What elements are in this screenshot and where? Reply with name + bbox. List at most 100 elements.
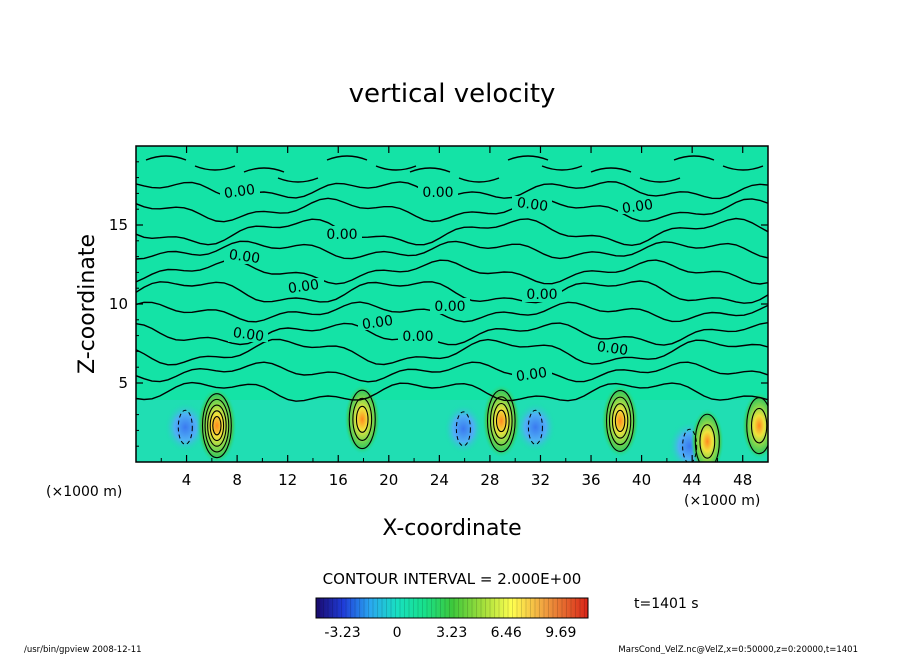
contour-label: 0.00	[526, 287, 557, 303]
updraft-contour	[611, 403, 629, 439]
contour-label: 0.00	[422, 185, 453, 201]
contour-label-bg	[512, 196, 552, 212]
y-axis-ticks: 5 10 15	[109, 161, 768, 447]
x-tick-label: 4	[182, 471, 192, 489]
contour-label: 0.00	[621, 197, 654, 217]
footer-left: /usr/bin/gpview 2008-12-11	[24, 645, 142, 654]
x-tick-label: 48	[733, 471, 752, 489]
zero-contour-line	[590, 167, 632, 173]
downdraft-cell	[163, 401, 207, 454]
colorbar-tick-label: -3.23	[324, 625, 360, 641]
contour-label-bg	[430, 298, 470, 314]
updraft-contour	[694, 413, 720, 462]
downdraft-cell	[443, 402, 484, 455]
zero-contour-line	[507, 155, 549, 161]
zero-contour-line	[136, 197, 768, 223]
x-tick-label: 12	[278, 471, 297, 489]
updraft-contour	[209, 410, 225, 442]
zero-contour-line	[136, 338, 768, 366]
updraft-contour	[492, 402, 510, 439]
contour-label-bg	[322, 226, 362, 242]
colorbar-tick-label: 6.46	[491, 625, 522, 641]
y-tick-label: 10	[109, 295, 128, 313]
zero-contour-line	[722, 165, 764, 171]
plot-area: 0.00 0.00 0.00 0.00 0.00 0.00 0.00 0.00 0.00 0.00…	[109, 145, 769, 489]
contour-label: 0.00	[223, 182, 256, 202]
contour-label-bg	[418, 184, 458, 200]
updraft-cell	[197, 387, 237, 462]
colorbar-tick-label: 9.69	[545, 625, 576, 641]
downdraft-contour	[455, 411, 471, 447]
updraft-contour	[750, 407, 768, 444]
zero-contour-line	[458, 177, 500, 183]
zero-contour-line	[136, 381, 768, 402]
updraft-contour	[608, 396, 632, 446]
contour-label: 0.00	[287, 277, 320, 297]
zero-contour-line	[639, 177, 681, 183]
contour-label: 0.00	[326, 227, 357, 243]
colorbar-stripes	[318, 598, 585, 618]
zero-contour-line	[136, 322, 768, 346]
x-tick-label: 40	[632, 471, 651, 489]
contour-label-bg	[512, 366, 552, 382]
updraft-contour	[207, 404, 227, 447]
x-tick-label: 24	[430, 471, 449, 489]
updraft-cell	[482, 383, 521, 458]
updraft-contour	[201, 393, 232, 459]
contour-label: 0.00	[434, 299, 465, 315]
updraft-contour	[489, 396, 513, 446]
contour-label: 0.00	[361, 313, 394, 333]
zero-contour-line	[277, 177, 319, 183]
colorbar: -3.23 0 3.23 6.46 9.69	[315, 597, 589, 641]
zero-contour-line	[136, 301, 768, 323]
x-tick-label: 36	[581, 471, 600, 489]
x-tick-label: 44	[683, 471, 702, 489]
colorbar-gradient	[316, 598, 588, 618]
x-tick-label: 16	[329, 471, 348, 489]
zero-contour-line	[326, 155, 368, 161]
footer-right: MarsCond_VelZ.nc@VelZ,x=0:50000,z=0:2000…	[618, 645, 858, 654]
colorbar-tick-label: 3.23	[436, 625, 467, 641]
contour-label-bg	[358, 314, 398, 330]
zero-contour-line	[541, 165, 583, 171]
updraft-contour	[699, 424, 716, 459]
zero-contour-line	[243, 167, 285, 173]
contour-label: 0.00	[596, 339, 629, 359]
colorbar-tick-label: 0	[393, 625, 402, 641]
contour-label: 0.00	[516, 195, 549, 215]
updraft-contour	[495, 409, 507, 433]
contour-label-bg	[398, 328, 438, 344]
contour-lines	[136, 155, 768, 462]
zero-contour-line	[409, 167, 451, 173]
contour-label-bg	[284, 278, 324, 294]
updraft-contour	[204, 398, 230, 453]
updraft-contour	[352, 397, 373, 441]
contour-label: 0.00	[515, 365, 548, 385]
x-units-right: (×1000 m)	[684, 493, 760, 509]
zero-contour-line	[375, 165, 417, 171]
updraft-contour	[486, 389, 516, 453]
contour-interval: CONTOUR INTERVAL = 2.000E+00	[323, 570, 582, 588]
x-tick-label: 8	[232, 471, 242, 489]
contour-label-bg	[228, 326, 268, 342]
zero-contour-line	[136, 280, 768, 304]
x-axis-ticks: 4 8 12 16 20 24 28 32 36 40 44 48	[160, 146, 752, 489]
colorbar-ticks: -3.23 0 3.23 6.46 9.69	[324, 625, 576, 641]
contour-label-bg	[592, 340, 632, 356]
updraft-contour	[348, 389, 376, 450]
zero-contour-line	[136, 217, 768, 247]
downdraft-cell	[514, 401, 557, 454]
x-axis-label: X-coordinate	[382, 516, 521, 541]
downdraft-contour	[527, 409, 543, 445]
time-label: t=1401 s	[634, 596, 699, 612]
zero-contour-line	[145, 155, 187, 161]
contour-label: 0.00	[228, 247, 261, 267]
updraft-contour	[212, 415, 222, 436]
updraft-contour	[605, 389, 635, 452]
contour-label-bg	[220, 183, 260, 199]
downdraft-contour	[177, 409, 193, 445]
contour-labels: 0.00 0.00 0.00 0.00 0.00 0.00 0.00 0.00 0.00 0.00…	[220, 182, 658, 385]
y-tick-label: 5	[118, 374, 128, 392]
x-tick-label: 20	[379, 471, 398, 489]
x-units-left: (×1000 m)	[46, 484, 122, 500]
